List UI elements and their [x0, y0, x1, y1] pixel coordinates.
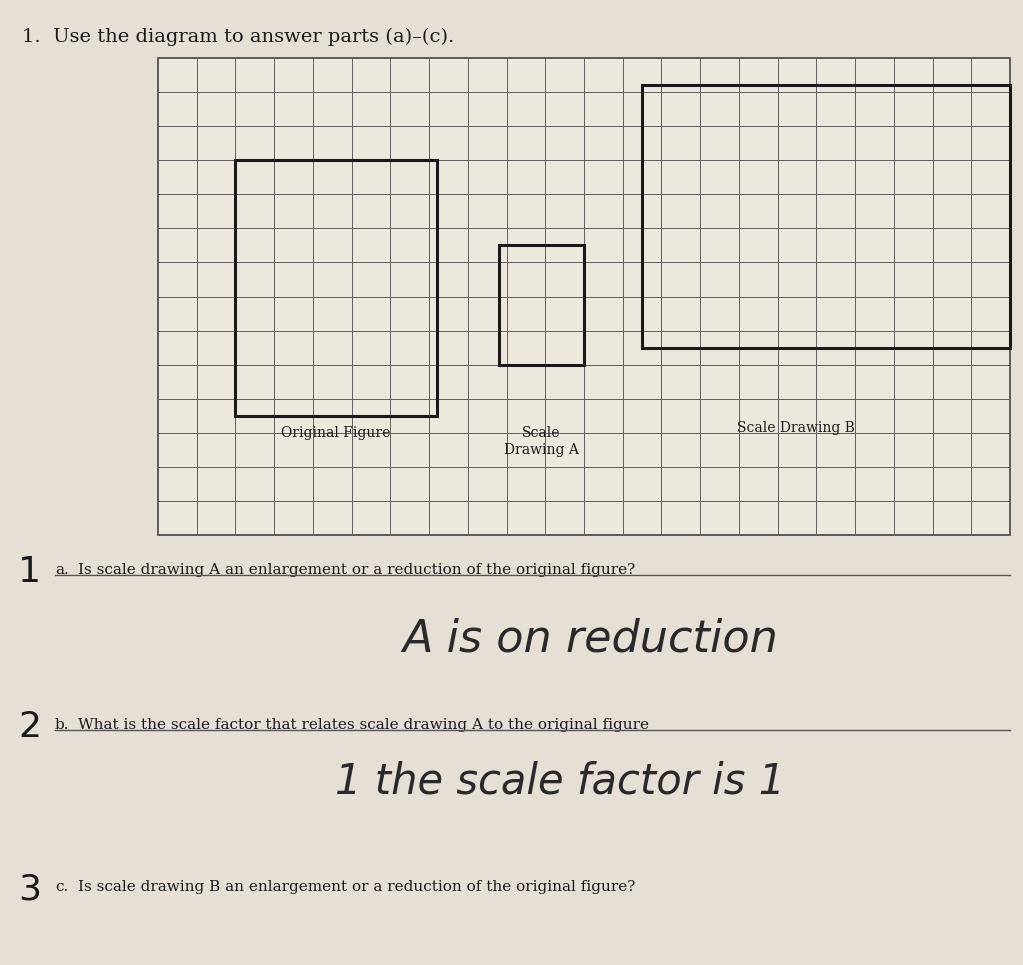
Text: 1.  Use the diagram to answer parts (a)–(c).: 1. Use the diagram to answer parts (a)–(…: [23, 28, 454, 46]
Text: Scale Drawing B: Scale Drawing B: [738, 421, 855, 435]
Text: 1: 1: [18, 555, 41, 589]
Text: c.: c.: [55, 880, 69, 894]
Bar: [499, 245, 584, 365]
Bar: [642, 85, 1010, 347]
Text: Scale
Drawing A: Scale Drawing A: [504, 426, 579, 457]
Text: 1 the scale factor is 1: 1 the scale factor is 1: [335, 760, 785, 802]
Text: b.: b.: [55, 718, 70, 732]
Text: A is on reduction: A is on reduction: [402, 618, 777, 661]
Text: What is the scale factor that relates scale drawing A to the original figure: What is the scale factor that relates sc…: [78, 718, 649, 732]
Bar: [235, 160, 437, 416]
Bar: [158, 58, 1010, 535]
Text: a.: a.: [55, 563, 69, 577]
Text: 3: 3: [18, 872, 41, 906]
Text: Is scale drawing B an enlargement or a reduction of the original figure?: Is scale drawing B an enlargement or a r…: [78, 880, 635, 894]
Text: 2: 2: [18, 710, 41, 744]
Text: Is scale drawing A an enlargement or a reduction of the original figure?: Is scale drawing A an enlargement or a r…: [78, 563, 635, 577]
Text: Original Figure: Original Figure: [281, 426, 391, 440]
